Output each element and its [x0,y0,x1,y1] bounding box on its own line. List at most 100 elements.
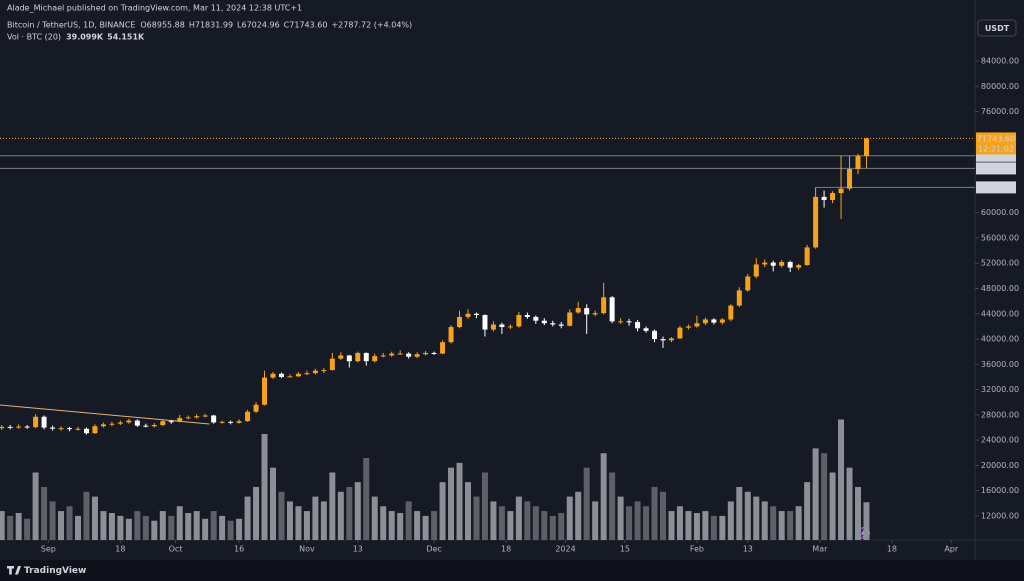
volume-bar [380,506,387,540]
volume-bar [431,511,438,540]
volume-bar [541,511,548,540]
volume-bar [397,513,404,540]
candle-body [287,376,293,378]
candle-body [117,422,123,424]
candle-body [75,428,81,430]
ohlc-value: C71743.60 [284,21,328,30]
candle-body [100,424,106,427]
volume-bar [456,462,463,540]
volume-bar [210,511,217,540]
candle-body [702,319,708,324]
volume-bar [66,506,73,540]
volume-bar [524,501,531,540]
candle-body [126,420,132,423]
volume-bar [270,467,276,540]
price-label: 64000.00 [977,183,1015,192]
ohlc-value: +2787.72 (+4.04%) [331,21,412,30]
volume-bar [142,515,149,540]
candle-body [490,324,496,330]
volume-bar [363,458,370,540]
y-tick-label: 60000.00 [981,208,1019,217]
candle-body [177,418,183,422]
candle-body [592,313,598,315]
y-tick-label: 32000.00 [981,385,1019,394]
volume-bar [549,515,556,540]
candle-body [863,138,869,157]
volume-bar [108,513,115,540]
x-tick-label: Feb [690,545,704,554]
candle-body [270,373,276,378]
y-tick-label: 12000.00 [981,511,1019,520]
candle-body [753,264,759,277]
volume-bar [439,482,446,540]
x-tick-label: Nov [299,545,315,554]
candle-body [431,352,437,354]
y-tick-label: 56000.00 [981,233,1019,242]
volume-bar [490,501,497,540]
volume-bar [481,472,488,540]
volume-bar [151,520,158,540]
volume-bar [286,501,293,540]
trendline [0,404,210,425]
candle-body [558,324,564,326]
volume-bar [719,515,726,540]
currency-button[interactable] [977,19,1017,37]
volume-bar [253,486,260,540]
volume-bar [244,496,251,540]
price-label: 69000.00 [977,152,1015,161]
candle-body [414,354,420,357]
ohlc-value: H71831.99 [189,21,233,30]
candle-body [813,196,819,248]
candle-body [346,355,352,362]
candle-body [389,353,395,356]
candle-body [380,355,386,357]
publish-line: Alade_Michael published on TradingView.c… [7,4,302,13]
volume-bar [49,501,56,540]
candle-body [423,352,429,355]
candle-body [24,426,30,428]
volume-bar [193,511,200,540]
candle-body [50,427,56,429]
volume-bar [753,496,760,540]
ohlc-value: O68955.88 [140,21,184,30]
volume-bar [651,486,658,540]
candle-body [499,324,505,328]
candle-body [660,339,666,341]
candle-body [143,425,149,427]
volume-bar [515,496,522,540]
volume-bar [295,506,302,540]
y-tick-label: 48000.00 [981,284,1019,293]
candle-body [321,370,327,372]
x-tick-label: 13 [353,545,363,554]
currency[interactable]: USDT [985,24,1010,33]
price-label-box [976,181,1016,194]
volume-bar [634,501,641,540]
volume-bar [778,511,785,540]
candle-body [295,373,301,377]
x-tick-label: 18 [115,545,125,554]
candle-body [168,421,174,423]
candle-body [787,261,793,268]
volume-bar [863,502,870,540]
candle-body [253,404,259,412]
volume-bar [168,515,175,540]
y-tick-label: 80000.00 [981,82,1019,91]
candle-body [541,320,547,324]
candle-body [262,377,268,405]
volume-bar [227,520,234,540]
candle-body [516,315,522,327]
volume-bar [473,496,480,540]
candle-body [406,353,412,357]
candle-body [202,415,208,417]
candle-body [83,428,89,434]
x-tick-label: Mar [812,545,828,554]
candle-body [575,308,581,313]
candle-body [601,297,607,314]
x-tick-label: 16 [234,545,244,554]
volume-bar [727,501,734,540]
volume-bar [693,513,700,540]
candle-body [643,328,649,331]
candle-body [236,421,242,423]
volume-bar [83,491,90,540]
